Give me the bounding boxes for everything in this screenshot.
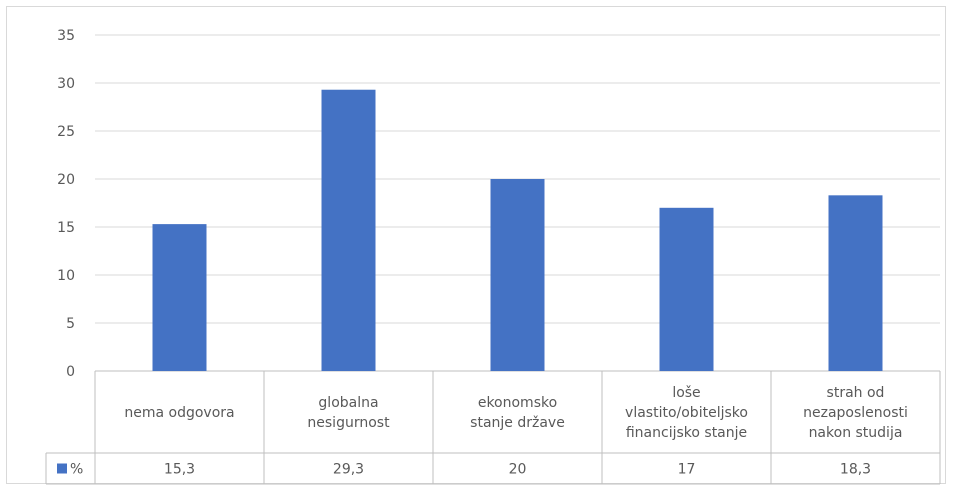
category-label: nema odgovora (124, 405, 234, 421)
category-label: nesigurnost (307, 415, 390, 431)
category-label: nezaposlenosti (803, 405, 908, 421)
data-table-value: 20 (509, 462, 527, 478)
category-label: loše (672, 385, 700, 401)
y-tick-label: 25 (57, 124, 75, 140)
y-tick-label: 20 (57, 172, 75, 188)
category-label: vlastito/obiteljsko (625, 405, 748, 421)
y-tick-label: 15 (57, 220, 75, 236)
category-label: ekonomsko (478, 395, 557, 411)
legend-label: % (70, 462, 83, 478)
bar (659, 207, 714, 371)
category-label: strah od (827, 385, 885, 401)
y-tick-label: 30 (57, 76, 75, 92)
data-table-value: 29,3 (333, 462, 364, 478)
bar (152, 224, 207, 371)
y-tick-label: 35 (57, 28, 75, 44)
category-label: financijsko stanje (626, 425, 747, 441)
bar (321, 89, 376, 371)
y-tick-label: 5 (66, 316, 75, 332)
category-label: stanje države (470, 415, 565, 431)
y-tick-label: 10 (57, 268, 75, 284)
legend-key (57, 463, 67, 474)
category-label: nakon studija (809, 425, 903, 441)
bar (490, 179, 545, 371)
data-table-value: 17 (678, 462, 696, 478)
y-tick-label: 0 (66, 364, 75, 380)
category-label: globalna (318, 395, 378, 411)
data-table-value: 18,3 (840, 462, 871, 478)
data-table-value: 15,3 (164, 462, 195, 478)
bar (828, 195, 883, 371)
